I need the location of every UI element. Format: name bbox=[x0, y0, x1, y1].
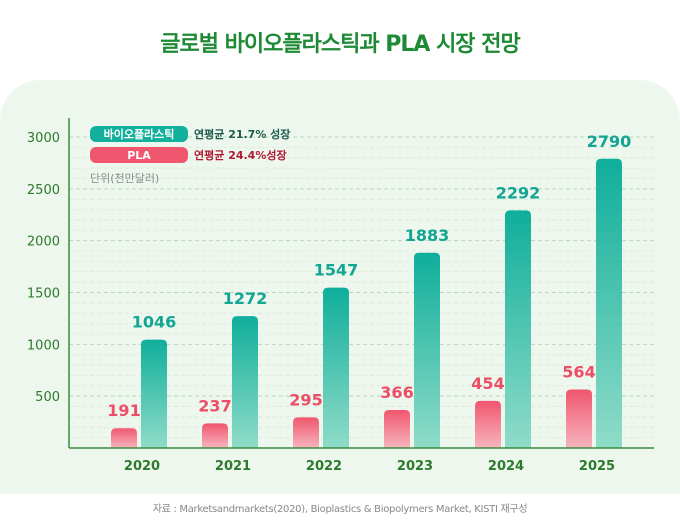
data-label-bioplastic: 1272 bbox=[223, 289, 268, 308]
legend-swatch-pla bbox=[90, 147, 188, 163]
unit-label: 단위(천만달러) bbox=[90, 171, 159, 185]
data-label-pla: 295 bbox=[289, 390, 322, 409]
chart-title: 글로벌 바이오플라스틱과 PLA 시장 전망 bbox=[160, 32, 520, 57]
legend-swatch-bio bbox=[90, 126, 188, 142]
data-label-pla: 191 bbox=[107, 401, 140, 420]
data-label-pla: 366 bbox=[380, 383, 413, 402]
x-tick-label: 2022 bbox=[306, 459, 342, 474]
data-label-pla: 454 bbox=[471, 374, 504, 393]
bar-bioplastic bbox=[323, 287, 349, 448]
bar-pla bbox=[293, 417, 319, 448]
source-note: 자료 : Marketsandmarkets(2020), Bioplastic… bbox=[152, 504, 528, 515]
data-label-bioplastic: 1883 bbox=[405, 226, 450, 245]
bar-pla bbox=[566, 389, 592, 448]
bar-bioplastic bbox=[505, 210, 531, 448]
y-tick-label: 2000 bbox=[27, 235, 60, 250]
x-tick-label: 2024 bbox=[488, 459, 524, 474]
x-tick-label: 2023 bbox=[397, 459, 433, 474]
bar-bioplastic bbox=[414, 252, 440, 448]
y-tick-label: 2500 bbox=[27, 183, 60, 198]
data-label-bioplastic: 2292 bbox=[496, 183, 541, 202]
data-label-bioplastic: 1547 bbox=[314, 261, 359, 280]
bar-pla bbox=[475, 400, 501, 448]
bar-pla bbox=[202, 423, 228, 448]
x-tick-label: 2025 bbox=[579, 459, 615, 474]
legend-growth-bio: 연평균 21.7% 성장 bbox=[194, 127, 290, 141]
y-tick-label: 1000 bbox=[27, 338, 60, 353]
data-label-bioplastic: 2790 bbox=[587, 132, 632, 151]
legend-label-bio: 바이오플라스틱 bbox=[104, 127, 175, 141]
legend-growth-pla: 연평균 24.4%성장 bbox=[194, 148, 287, 162]
bar-pla bbox=[384, 410, 410, 448]
bar-bioplastic bbox=[596, 158, 622, 448]
legend-label-pla: PLA bbox=[127, 149, 151, 162]
legend: 바이오플라스틱 연평균 21.7% 성장 PLA 연평균 24.4%성장 단위(… bbox=[90, 126, 290, 185]
y-tick-label: 500 bbox=[35, 390, 60, 405]
y-tick-label: 3000 bbox=[27, 131, 60, 146]
x-tick-label: 2021 bbox=[215, 459, 251, 474]
data-label-pla: 237 bbox=[198, 396, 231, 415]
y-tick-label: 1500 bbox=[27, 287, 60, 302]
bar-bioplastic bbox=[232, 316, 258, 448]
bar-pla bbox=[111, 428, 137, 448]
x-tick-label: 2020 bbox=[124, 459, 160, 474]
data-label-bioplastic: 1046 bbox=[132, 313, 177, 332]
bar-bioplastic bbox=[141, 339, 167, 448]
data-label-pla: 564 bbox=[562, 363, 595, 382]
